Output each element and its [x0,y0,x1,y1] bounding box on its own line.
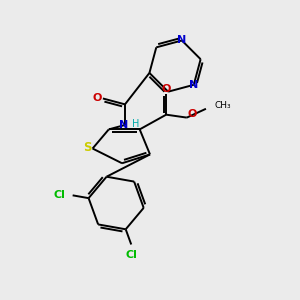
Text: N: N [189,80,198,90]
Text: Cl: Cl [53,190,65,200]
Text: CH₃: CH₃ [215,101,231,110]
Text: N: N [119,120,128,130]
Text: O: O [161,84,171,94]
Text: H: H [132,119,139,129]
Text: Cl: Cl [125,250,137,260]
Text: N: N [177,35,187,46]
Text: O: O [188,109,197,119]
Text: O: O [93,94,102,103]
Text: S: S [83,141,92,154]
